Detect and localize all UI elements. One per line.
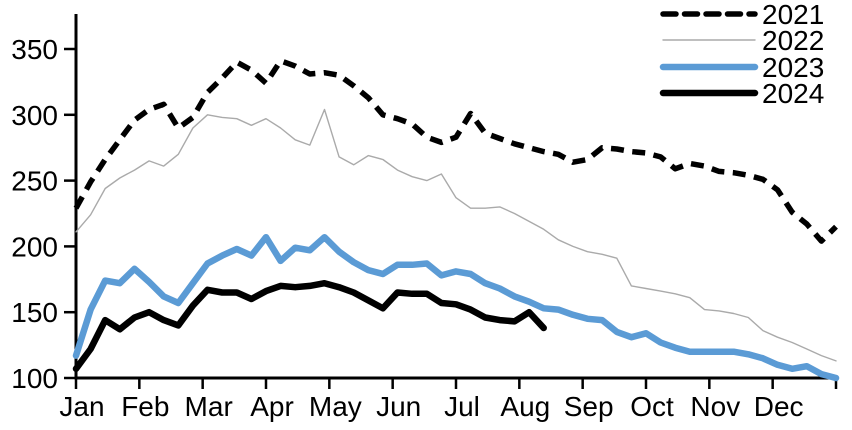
series-line-2024 [72,279,547,373]
y-axis-tick-label: 250 [11,166,58,197]
x-axis-tick-label: May [309,391,362,422]
y-axis-tick-label: 150 [11,297,58,328]
y-axis-tick-label: 200 [11,231,58,262]
x-axis-tick-label: Oct [630,391,674,422]
y-axis-tick-label: 300 [11,100,58,131]
legend-label-2022: 2022 [762,25,824,56]
x-axis-tick-label: Nov [690,391,740,422]
x-axis-tick-label: Apr [250,391,294,422]
series-line-2023 [72,233,840,382]
x-axis-tick-label: Jul [444,391,480,422]
x-axis-tick-label: Sep [564,391,614,422]
x-axis-tick-label: Mar [185,391,233,422]
series-line-2022 [75,108,837,362]
legend-label-2023: 2023 [762,52,824,83]
legend-label-2021: 2021 [762,0,824,30]
x-axis-tick-label: Aug [500,391,550,422]
legend-label-2024: 2024 [762,78,824,109]
series-line-2021 [73,58,838,244]
x-axis-tick-label: Jan [59,391,104,422]
y-axis-tick-label: 350 [11,34,58,65]
x-axis-tick-label: Dec [754,391,804,422]
y-axis-tick-label: 100 [11,363,58,394]
x-axis-tick-label: Feb [121,391,169,422]
x-axis-tick-label: Jun [376,391,421,422]
